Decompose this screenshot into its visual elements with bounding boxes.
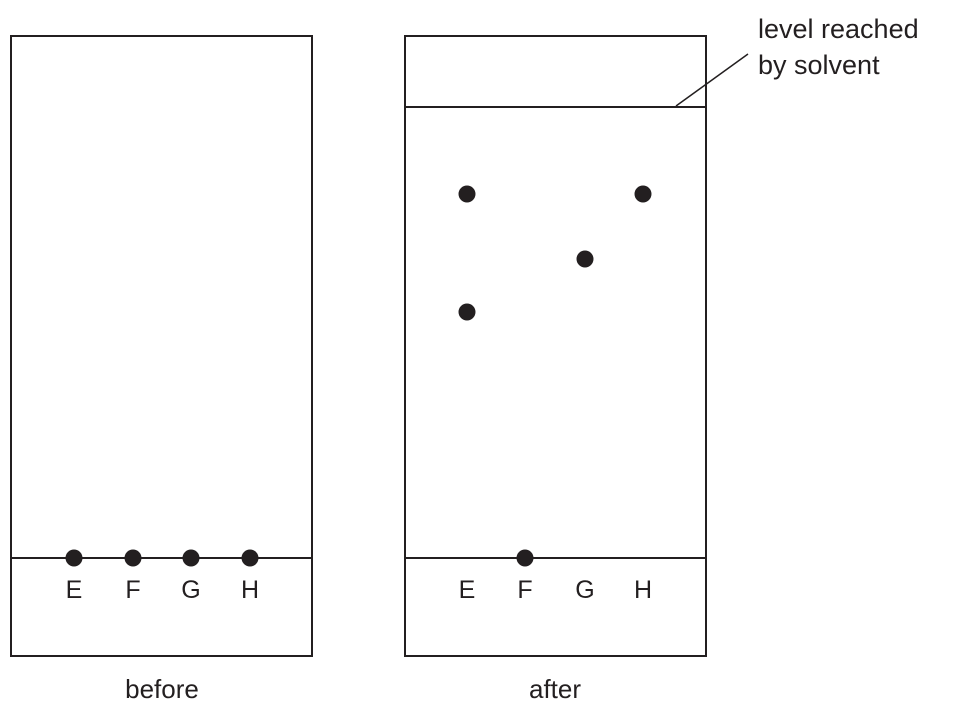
before-lane-label-g: G (181, 576, 200, 604)
before-spot-f (124, 549, 142, 567)
solvent-annotation: level reached by solvent (675, 14, 919, 107)
before-lane-label-h: H (241, 576, 259, 604)
after-spot-e-upper (458, 185, 476, 203)
after-spot-f (516, 549, 534, 567)
after-spot-g (576, 250, 594, 268)
before-lane-label-e: E (66, 576, 83, 604)
before-panel: E F G H before (10, 35, 313, 702)
annotation-leader-line (675, 53, 749, 107)
before-lane-label-f: F (125, 576, 140, 604)
before-spot-g (182, 549, 200, 567)
after-paper (404, 35, 707, 657)
before-spot-h (241, 549, 259, 567)
after-lane-label-h: H (634, 576, 652, 604)
after-lane-label-e: E (459, 576, 476, 604)
before-spot-e (65, 549, 83, 567)
after-lane-label-f: F (517, 576, 532, 604)
after-panel: E F G H after (404, 35, 707, 702)
after-caption: after (529, 674, 581, 702)
before-paper (10, 35, 313, 657)
after-spot-e-lower (458, 303, 476, 321)
annotation-line-2: by solvent (758, 50, 880, 80)
annotation-line-1: level reached (758, 14, 919, 44)
after-spot-h (634, 185, 652, 203)
after-lane-label-g: G (575, 576, 594, 604)
before-caption: before (125, 674, 199, 702)
